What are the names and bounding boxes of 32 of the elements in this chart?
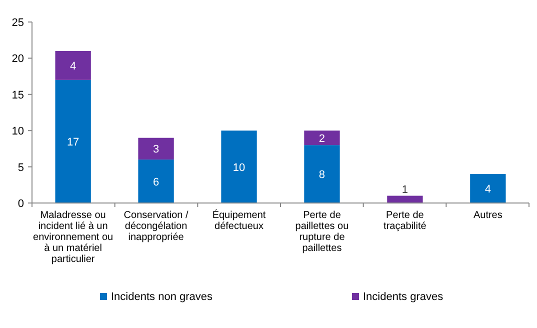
y-tick-label: 0 (18, 198, 24, 210)
legend-label: Incidents non graves (111, 291, 214, 303)
data-label: 3 (152, 144, 160, 156)
x-tick-label: Perte de paillettes ou rupture de paillettes (295, 210, 349, 254)
y-tick-label: 20 (12, 53, 24, 66)
x-tick-label: Perte de traçabilité (384, 210, 427, 232)
bar (55, 80, 91, 203)
y-tick-label: 5 (18, 162, 24, 174)
bar (304, 130, 340, 146)
bar (138, 138, 174, 160)
x-tick-label: Équipement défectueux (212, 209, 266, 232)
bar (387, 196, 423, 203)
bar (304, 145, 340, 203)
data-label: 4 (70, 60, 76, 72)
data-label: 6 (152, 176, 160, 188)
data-label: 4 (484, 184, 491, 196)
x-tick-label: Maladresse ou incident lié à un environnement ou à un matériel particulier (33, 210, 114, 265)
data-label: 10 (232, 162, 246, 174)
bar (138, 160, 174, 203)
bar (221, 130, 257, 203)
x-tick-label: Conservation / décongélation inappropriée (124, 210, 188, 243)
data-label: 17 (66, 136, 80, 148)
legend-label: Incidents graves (363, 291, 444, 303)
x-tick-label: Autres (473, 210, 502, 221)
data-label: 2 (318, 132, 326, 145)
y-tick-label: 25 (12, 17, 24, 29)
data-label: 1 (402, 184, 408, 196)
y-tick-label: 10 (12, 126, 24, 138)
data-label: 8 (318, 169, 326, 182)
bar (55, 50, 91, 80)
y-tick-label: 15 (12, 89, 24, 102)
bar (470, 174, 506, 203)
